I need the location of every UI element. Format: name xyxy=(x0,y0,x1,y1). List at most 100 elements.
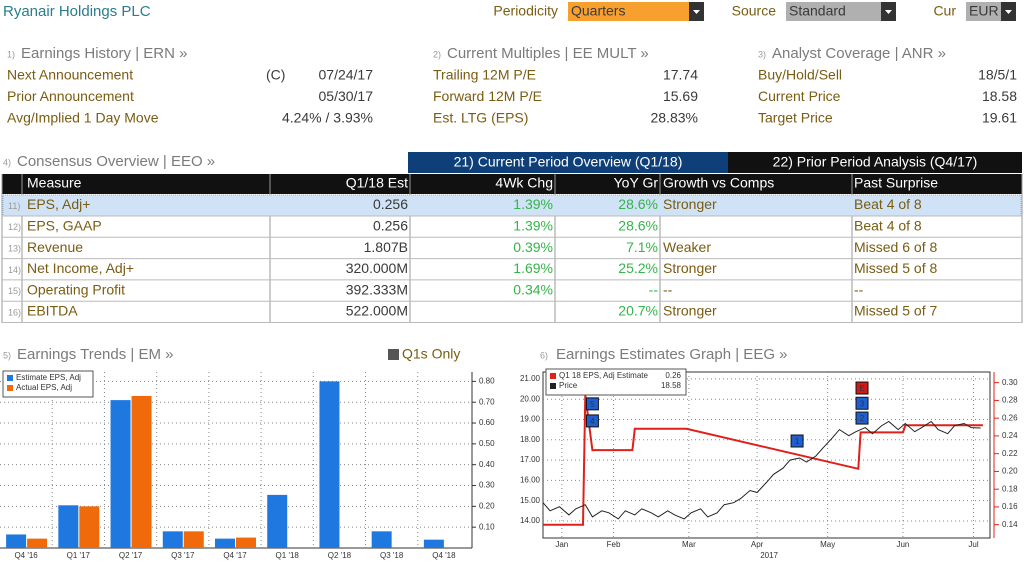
row-number[interactable]: 12) xyxy=(8,222,21,232)
table-header xyxy=(2,174,1022,194)
event-label[interactable]: 3 xyxy=(860,399,865,408)
row-number[interactable]: 14) xyxy=(8,265,21,275)
cell: 25.2% xyxy=(618,260,658,276)
cell: Stronger xyxy=(663,260,717,276)
column-header: 4Wk Chg xyxy=(495,175,553,191)
row-number[interactable]: 11) xyxy=(8,201,20,211)
x-tick-label: May xyxy=(820,540,835,549)
cell[interactable]: EBITDA xyxy=(27,303,78,319)
row-value: 4.24% / 3.93% xyxy=(282,110,373,126)
chart-title[interactable]: Earnings Estimates Graph | EEG » xyxy=(556,346,788,363)
legend-label: Q1 18 EPS, Adj Estimate xyxy=(559,371,648,380)
cell: Stronger xyxy=(663,303,717,319)
section-title[interactable]: Earnings History | ERN » xyxy=(21,45,187,62)
dropdown-value[interactable]: EUR xyxy=(969,3,999,19)
row-label: Target Price xyxy=(758,110,833,126)
cell: Missed 5 of 7 xyxy=(854,303,937,319)
x-tick-label: Jun xyxy=(896,540,909,549)
cell: 522.000M xyxy=(346,303,408,319)
event-marker[interactable] xyxy=(585,397,599,411)
cell[interactable]: Revenue xyxy=(27,239,83,255)
legend-swatch xyxy=(550,383,556,389)
y-tick-label: 0.80 xyxy=(479,376,495,385)
row-number[interactable]: 13) xyxy=(8,243,21,253)
chart-title[interactable]: Earnings Trends | EM » xyxy=(17,346,173,363)
x-tick-label: Mar xyxy=(682,540,696,549)
series-line xyxy=(543,394,983,526)
event-label[interactable]: 4 xyxy=(590,417,595,426)
dropdown-value[interactable]: Quarters xyxy=(571,3,625,19)
y-tick-label: 17.00 xyxy=(520,455,541,464)
column-header: Past Surprise xyxy=(854,175,938,191)
section-number[interactable]: 6) xyxy=(540,350,548,360)
section-title[interactable]: Analyst Coverage | ANR » xyxy=(772,45,946,62)
cell[interactable]: EPS, GAAP xyxy=(27,218,102,234)
y-tick-label: 16.00 xyxy=(520,475,541,484)
dropdown-arrow xyxy=(1005,10,1012,14)
row-value: 18.58 xyxy=(982,88,1017,104)
legend-swatch xyxy=(550,373,556,379)
plot-frame xyxy=(542,371,991,539)
x-axis-label: 2017 xyxy=(760,551,778,560)
cell: Stronger xyxy=(663,196,717,212)
y-tick-label: 15.00 xyxy=(520,496,541,505)
cell[interactable]: Net Income, Adj+ xyxy=(27,260,134,276)
tab-label[interactable]: 21) Current Period Overview (Q1/18) xyxy=(454,154,683,170)
dropdown[interactable] xyxy=(568,2,704,21)
x-tick-label: Q4 '17 xyxy=(223,551,247,560)
x-tick-label: Q3 '17 xyxy=(171,551,195,560)
cell: Beat 4 of 8 xyxy=(854,218,922,234)
x-tick-label: Q1 '18 xyxy=(276,551,300,560)
cell: 28.6% xyxy=(618,196,658,212)
cell: Weaker xyxy=(663,239,711,255)
cell: Missed 5 of 8 xyxy=(854,260,937,276)
section-title[interactable]: Consensus Overview | EEO » xyxy=(17,153,215,170)
y2-tick-label: 0.18 xyxy=(1002,484,1018,493)
y2-tick-label: 0.30 xyxy=(1002,378,1018,387)
y-tick-label: 19.00 xyxy=(520,415,541,424)
section-number[interactable]: 4) xyxy=(3,157,11,167)
row-label: Trailing 12M P/E xyxy=(433,67,536,83)
cell: -- xyxy=(663,281,673,297)
cell[interactable]: EPS, Adj+ xyxy=(27,196,90,212)
legend-swatch xyxy=(7,385,13,391)
row-value: 15.69 xyxy=(663,88,698,104)
event-label[interactable]: E xyxy=(859,384,864,393)
section-number[interactable]: 1) xyxy=(7,49,15,59)
toggle-box[interactable] xyxy=(388,349,399,360)
row-number[interactable]: 15) xyxy=(8,286,21,296)
tab[interactable] xyxy=(728,152,1022,173)
cell: -- xyxy=(854,281,864,297)
dropdown[interactable] xyxy=(786,2,896,21)
section-number[interactable]: 3) xyxy=(758,49,766,59)
event-marker[interactable] xyxy=(855,411,869,425)
series-line xyxy=(542,420,981,520)
section-title[interactable]: Current Multiples | EE MULT » xyxy=(447,45,649,62)
event-label[interactable]: 2 xyxy=(860,414,865,423)
tab-active[interactable] xyxy=(408,152,728,173)
row-number[interactable]: 16) xyxy=(8,307,21,317)
bar xyxy=(371,531,392,548)
x-tick-label: Q4 '16 xyxy=(14,551,38,560)
event-label[interactable]: 1 xyxy=(795,437,800,446)
bar xyxy=(162,531,183,548)
tab-label[interactable]: 22) Prior Period Analysis (Q4/17) xyxy=(773,154,978,170)
dropdown-value[interactable]: Standard xyxy=(789,3,846,19)
dropdown-arrow xyxy=(885,10,892,14)
event-label[interactable]: 5 xyxy=(590,400,595,409)
toggle-label[interactable]: Q1s Only xyxy=(402,346,460,362)
section-number[interactable]: 5) xyxy=(3,350,11,360)
cell[interactable]: Operating Profit xyxy=(27,281,125,297)
bar xyxy=(6,534,27,548)
event-marker[interactable] xyxy=(790,434,804,448)
bar xyxy=(215,538,235,548)
event-marker[interactable] xyxy=(855,381,869,395)
bar xyxy=(183,531,204,548)
event-marker[interactable] xyxy=(585,414,599,428)
y2-tick-label: 0.28 xyxy=(1002,396,1018,405)
cell: 0.39% xyxy=(513,239,553,255)
event-marker[interactable] xyxy=(855,396,869,410)
bar xyxy=(58,505,79,548)
section-number[interactable]: 2) xyxy=(433,49,441,59)
y-tick-label: 0.30 xyxy=(479,481,495,490)
